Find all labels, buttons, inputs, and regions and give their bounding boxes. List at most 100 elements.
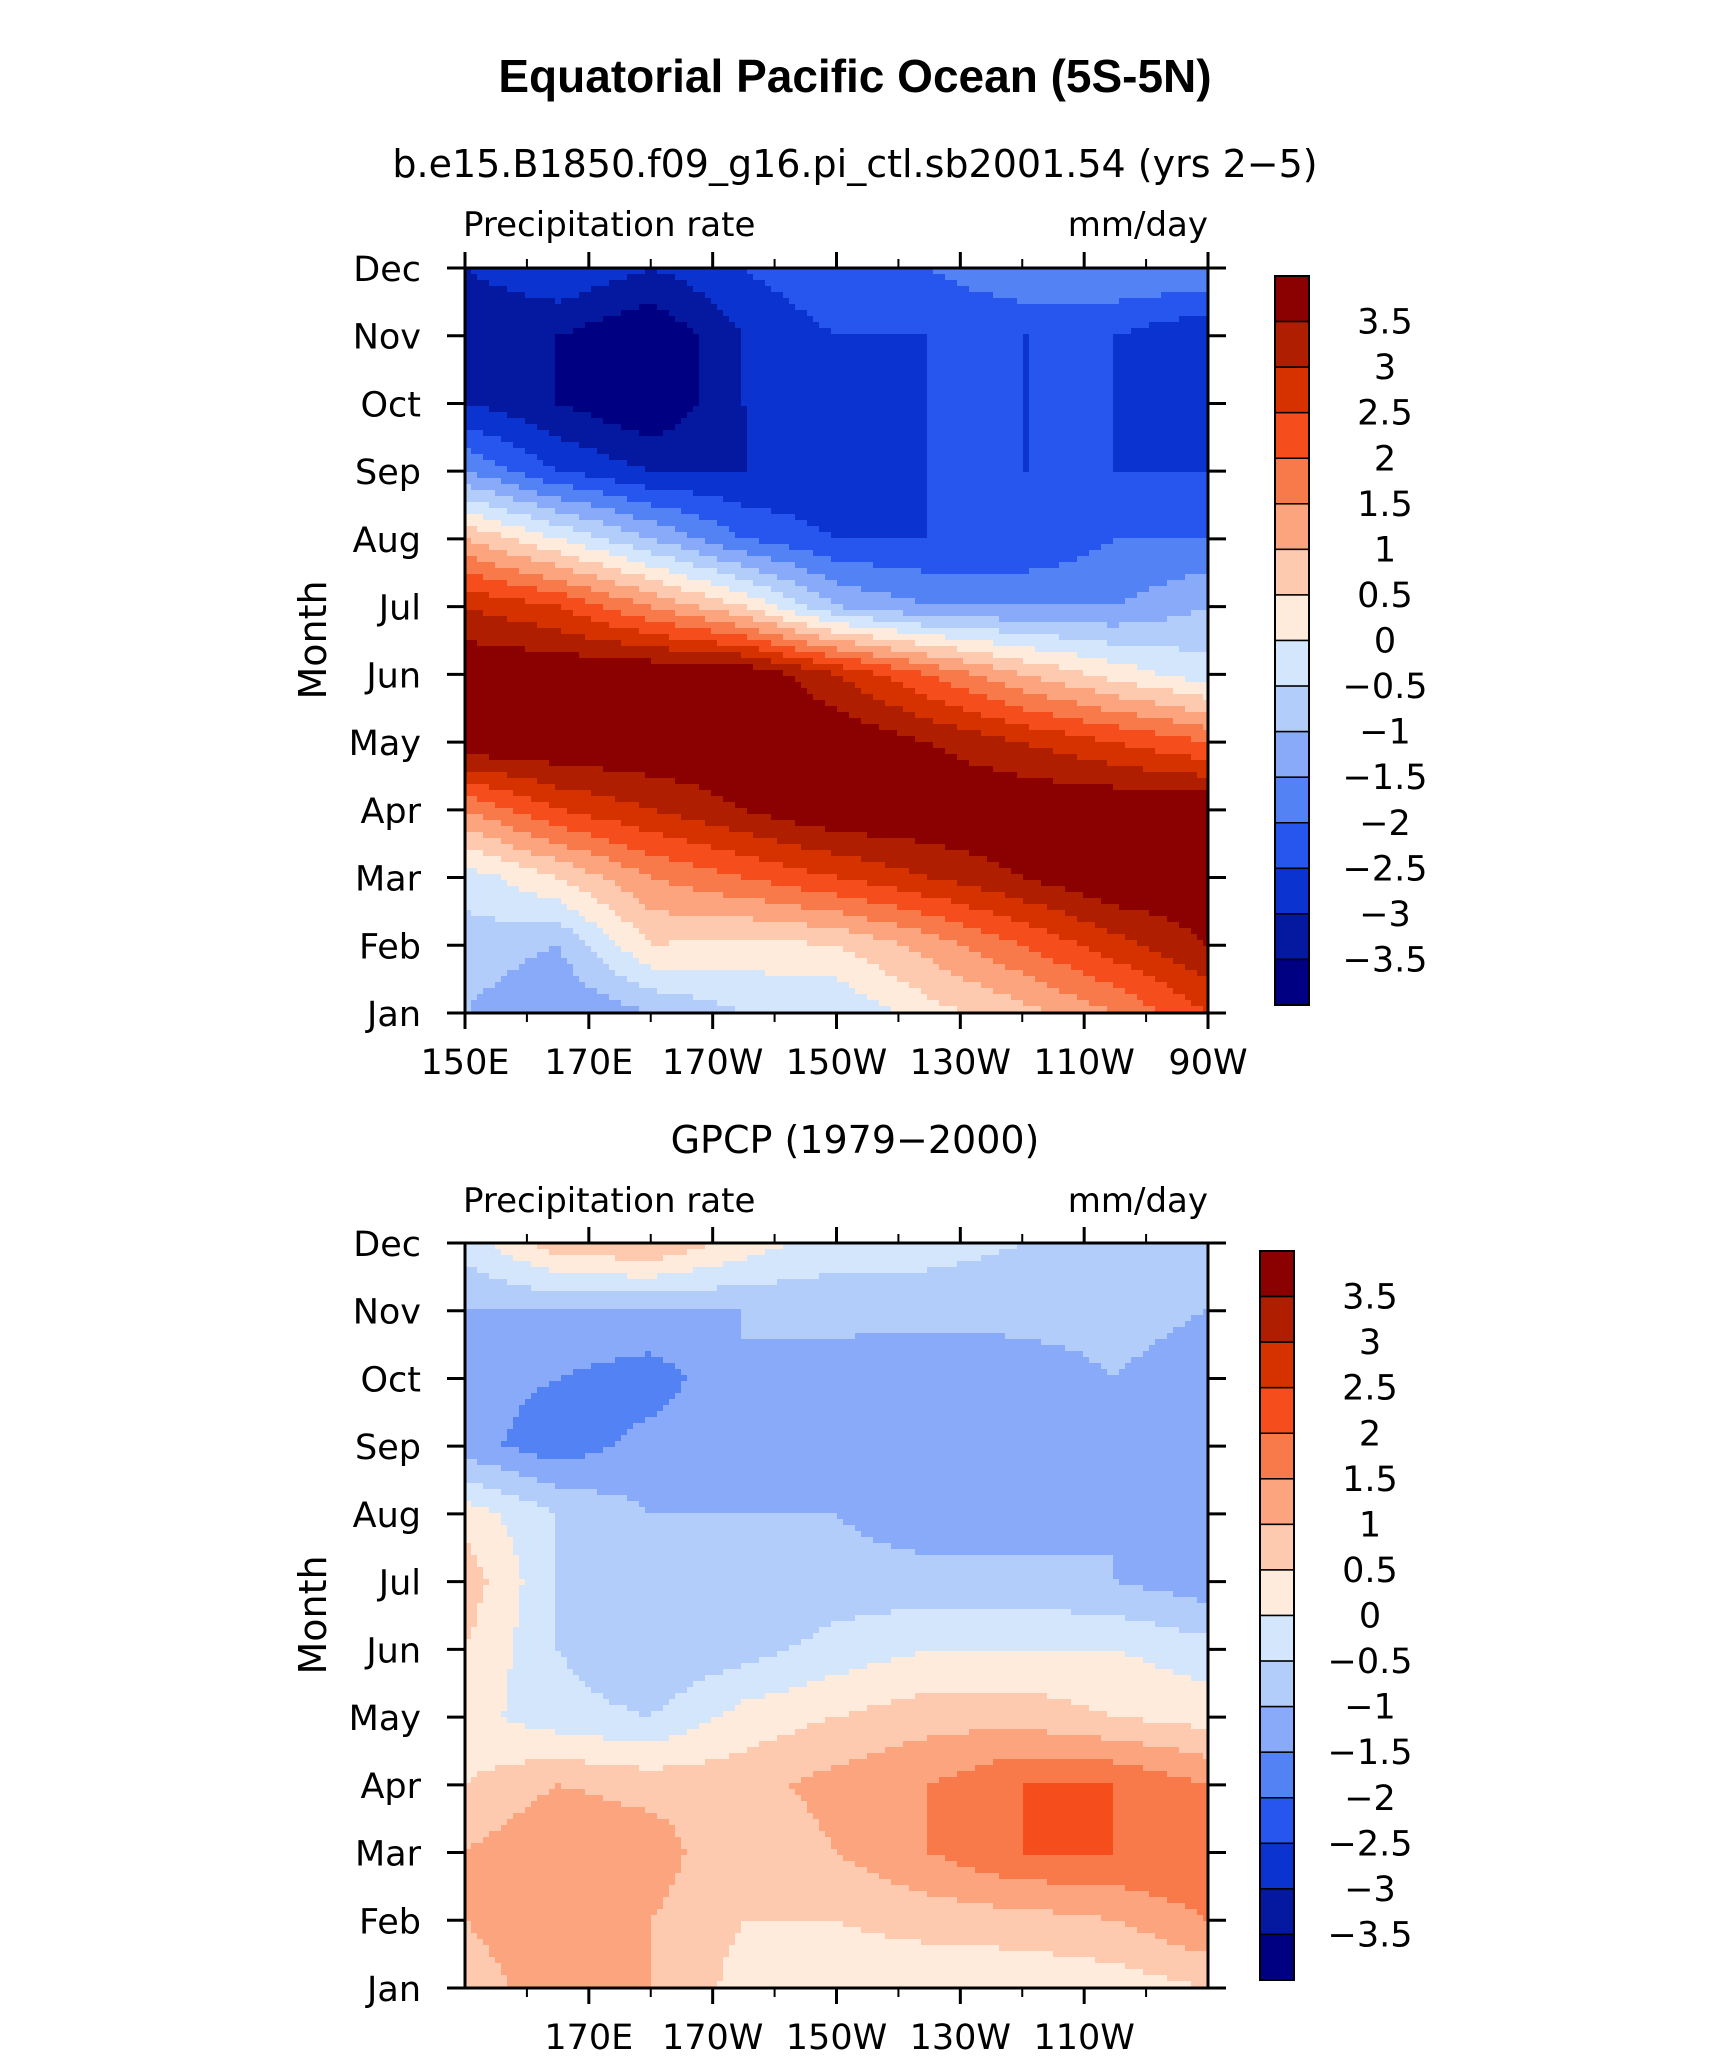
- contour-cell: [1101, 334, 1108, 341]
- contour-cell: [657, 472, 664, 479]
- contour-cell: [543, 418, 550, 425]
- contour-cell: [897, 334, 904, 341]
- contour-cell: [1077, 298, 1084, 305]
- contour-cell: [687, 430, 694, 437]
- contour-cell: [579, 442, 586, 449]
- contour-cell: [465, 274, 472, 281]
- contour-cell: [921, 334, 928, 341]
- contour-cell: [471, 316, 478, 323]
- contour-cell: [1029, 364, 1036, 371]
- contour-cell: [1185, 478, 1192, 485]
- contour-cell: [819, 490, 826, 497]
- contour-cell: [633, 436, 640, 443]
- contour-cell: [609, 424, 616, 431]
- contour-cell: [669, 316, 676, 323]
- contour-cell: [873, 466, 880, 473]
- contour-cell: [489, 502, 496, 509]
- contour-cell: [939, 424, 946, 431]
- contour-cell: [717, 304, 724, 311]
- contour-cell: [543, 430, 550, 437]
- contour-cell: [627, 280, 634, 287]
- contour-cell: [1143, 472, 1150, 479]
- contour-cell: [783, 472, 790, 479]
- contour-cell: [987, 436, 994, 443]
- contour-cell: [1011, 274, 1018, 281]
- contour-cell: [999, 502, 1006, 509]
- contour-cell: [579, 508, 586, 515]
- contour-cell: [753, 352, 760, 359]
- contour-cell: [987, 268, 994, 275]
- contour-cell: [597, 508, 604, 515]
- contour-cell: [639, 334, 646, 341]
- contour-cell: [1185, 322, 1192, 329]
- contour-cell: [753, 460, 760, 467]
- contour-cell: [945, 388, 952, 395]
- contour-cell: [579, 340, 586, 347]
- contour-cell: [471, 502, 478, 509]
- contour-cell: [585, 484, 592, 491]
- contour-cell: [1017, 442, 1024, 449]
- contour-cell: [957, 490, 964, 497]
- contour-cell: [1149, 502, 1156, 509]
- contour-cell: [1167, 352, 1174, 359]
- contour-cell: [1035, 442, 1042, 449]
- contour-cell: [927, 424, 934, 431]
- contour-cell: [1113, 430, 1120, 437]
- contour-cell: [849, 466, 856, 473]
- contour-cell: [489, 316, 496, 323]
- contour-cell: [789, 310, 796, 317]
- contour-cell: [1053, 364, 1060, 371]
- contour-cell: [579, 472, 586, 479]
- contour-cell: [837, 442, 844, 449]
- contour-cell: [765, 358, 772, 365]
- contour-cell: [669, 382, 676, 389]
- contour-cell: [627, 370, 634, 377]
- contour-cell: [843, 436, 850, 443]
- contour-cell: [849, 322, 856, 329]
- contour-cell: [891, 400, 898, 407]
- contour-cell: [1077, 478, 1084, 485]
- contour-cell: [771, 304, 778, 311]
- contour-cell: [783, 268, 790, 275]
- contour-cell: [771, 286, 778, 293]
- contour-cell: [879, 316, 886, 323]
- contour-cell: [675, 412, 682, 419]
- contour-cell: [921, 472, 928, 479]
- contour-cell: [561, 448, 568, 455]
- contour-cell: [735, 286, 742, 293]
- contour-cell: [783, 376, 790, 383]
- contour-cell: [1071, 310, 1078, 317]
- contour-cell: [975, 442, 982, 449]
- contour-cell: [603, 490, 610, 497]
- contour-cell: [741, 430, 748, 437]
- contour-cell: [993, 448, 1000, 455]
- contour-cell: [1113, 268, 1120, 275]
- contour-cell: [843, 454, 850, 461]
- contour-cell: [1017, 502, 1024, 509]
- contour-cell: [777, 496, 784, 503]
- contour-cell: [1167, 280, 1174, 287]
- contour-cell: [885, 448, 892, 455]
- contour-cell: [945, 394, 952, 401]
- contour-cell: [873, 382, 880, 389]
- contour-cell: [1059, 292, 1066, 299]
- contour-cell: [867, 310, 874, 317]
- contour-cell: [717, 478, 724, 485]
- contour-cell: [531, 454, 538, 461]
- contour-cell: [795, 442, 802, 449]
- contour-cell: [789, 496, 796, 503]
- contour-cell: [1161, 298, 1168, 305]
- contour-cell: [819, 388, 826, 395]
- contour-cell: [741, 484, 748, 491]
- contour-cell: [975, 352, 982, 359]
- contour-cell: [537, 322, 544, 329]
- contour-cell: [633, 286, 640, 293]
- contour-cell: [975, 328, 982, 335]
- contour-cell: [885, 484, 892, 491]
- contour-cell: [1143, 304, 1150, 311]
- contour-cell: [795, 496, 802, 503]
- contour-cell: [933, 406, 940, 413]
- contour-cell: [1113, 400, 1120, 407]
- contour-cell: [1065, 292, 1072, 299]
- contour-cell: [825, 388, 832, 395]
